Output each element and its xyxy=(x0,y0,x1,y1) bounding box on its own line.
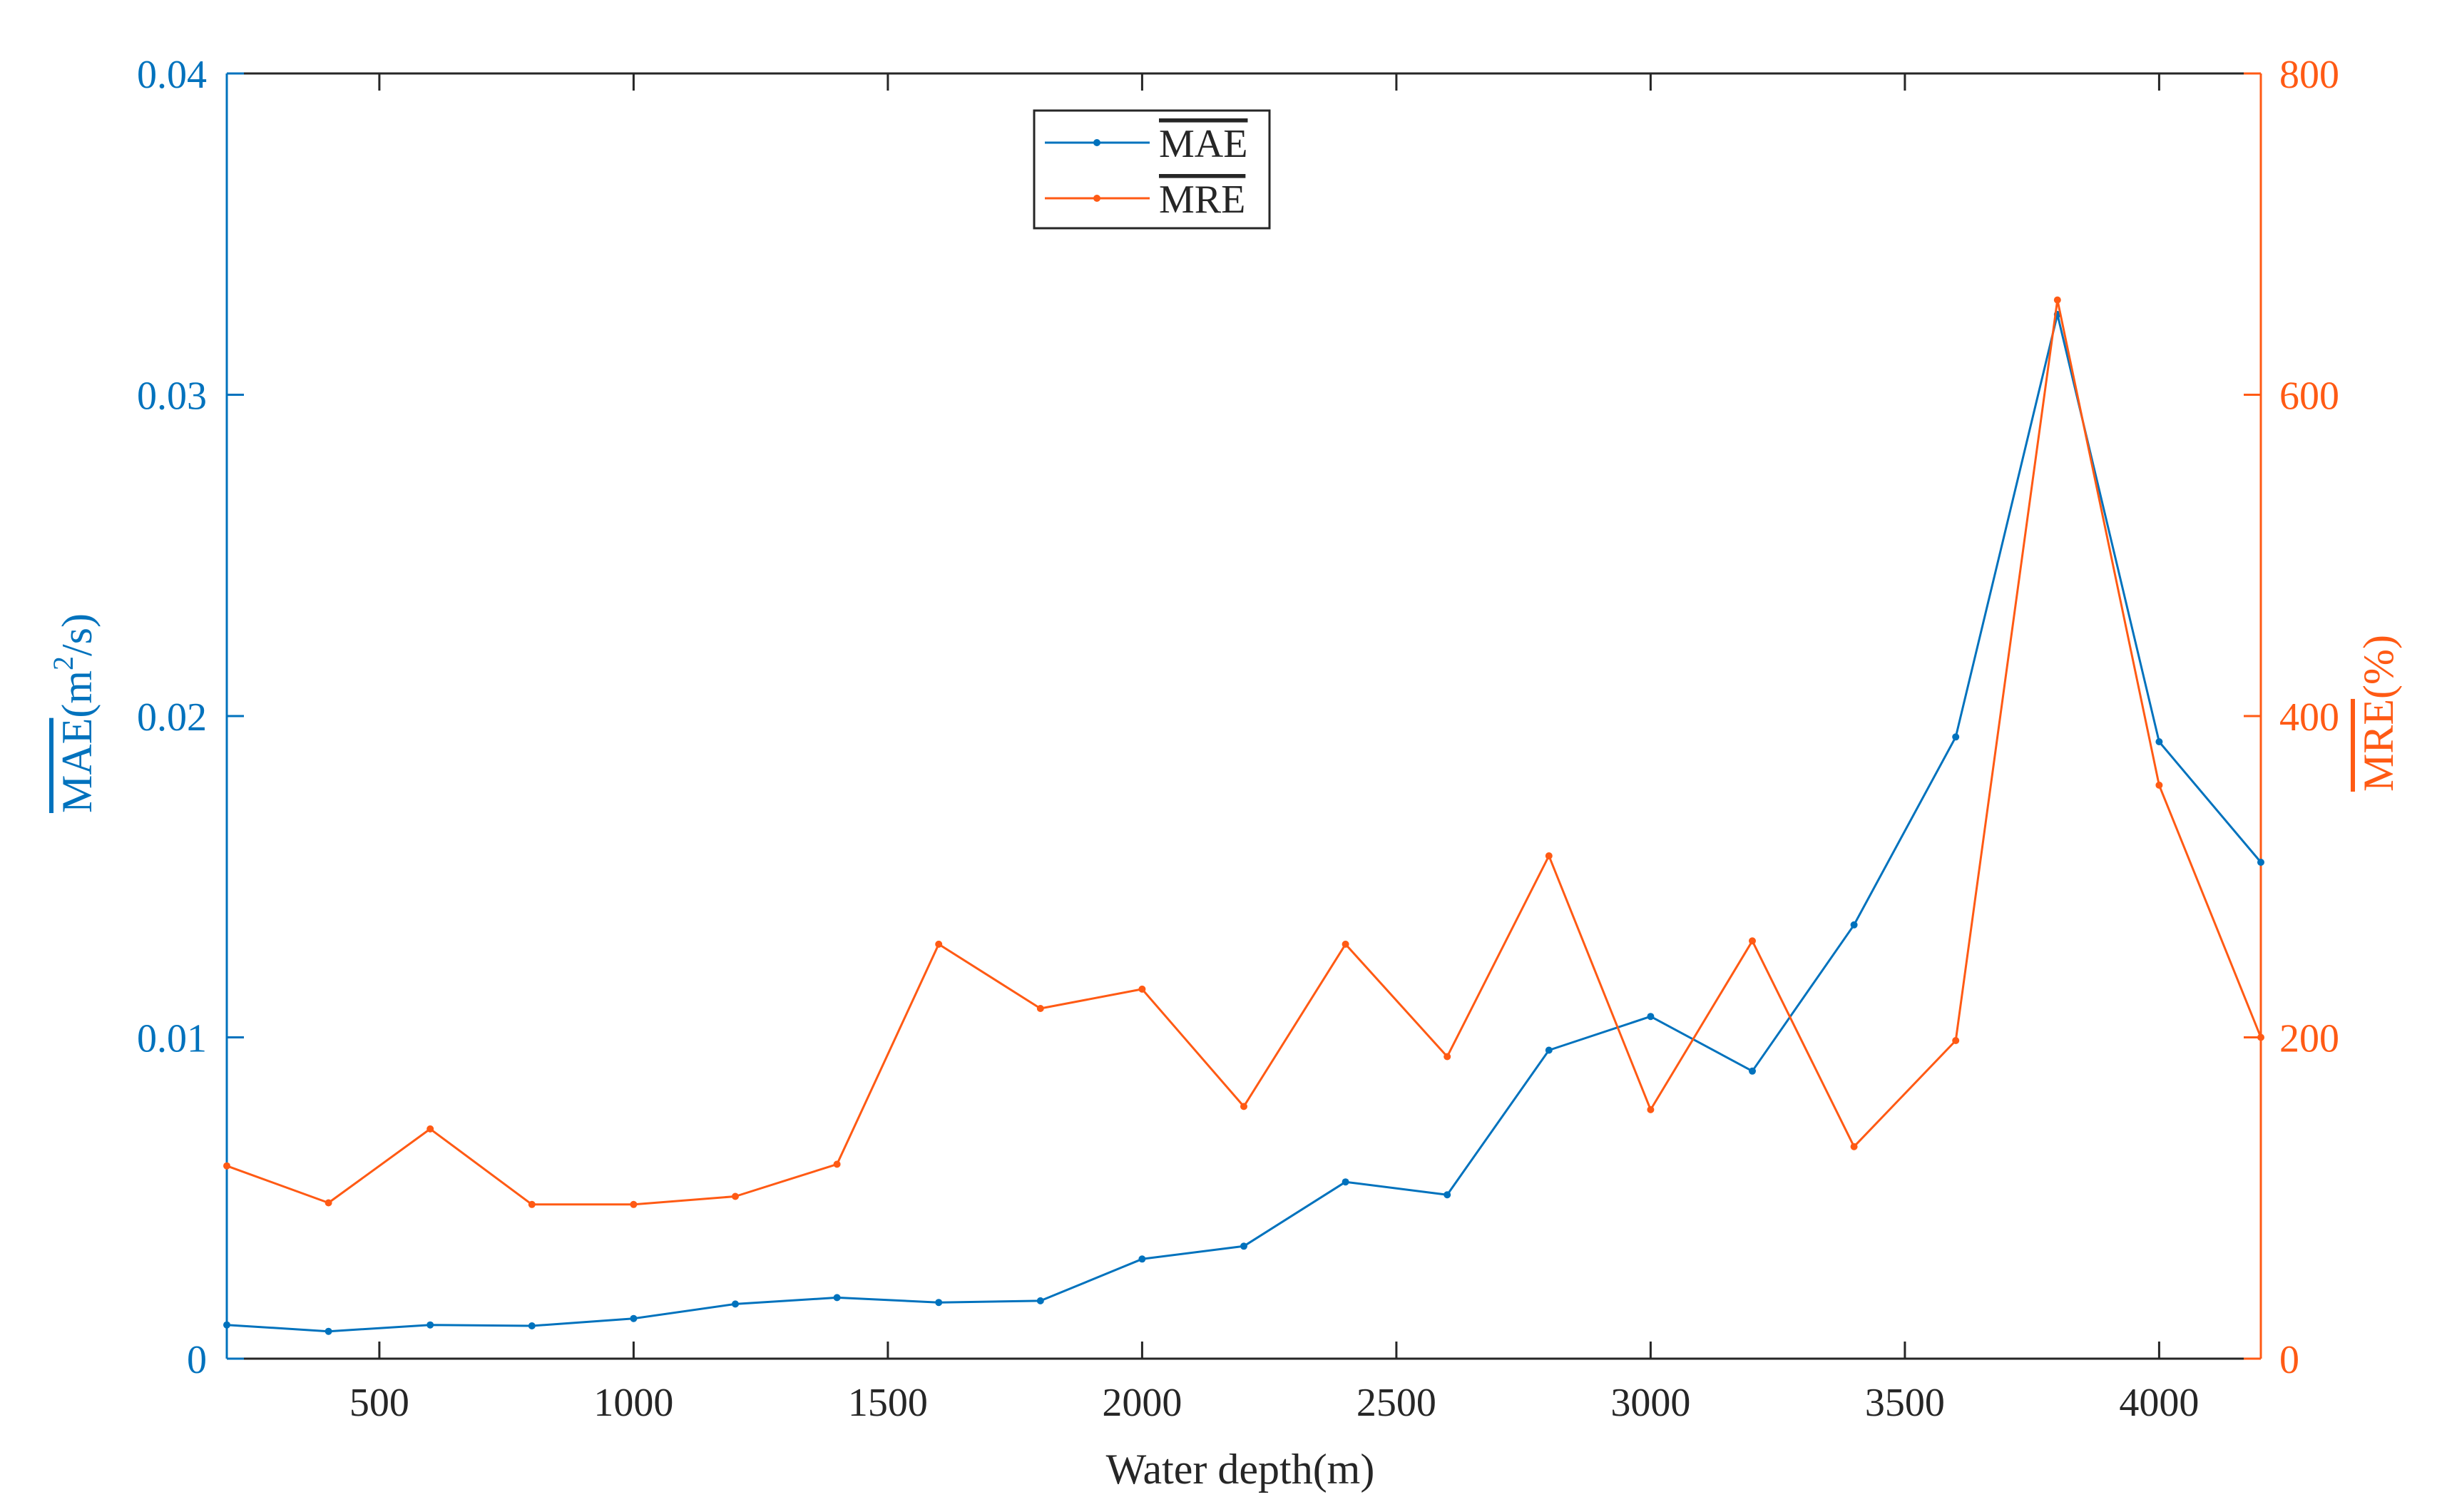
series-point-mae xyxy=(1138,1255,1146,1263)
series-point-mae xyxy=(1850,921,1858,929)
y-left-axis-label: MAE(m2/s) xyxy=(47,613,101,813)
y-left-label-unit-suffix: /s) xyxy=(53,613,101,656)
series-point-mae xyxy=(833,1294,841,1302)
x-tick-label: 2500 xyxy=(1357,1381,1436,1425)
ticks-layer: 500 1000 1500 2000 2500 3000 3500 400000.010.02… xyxy=(137,53,2339,1425)
x-tick-label: 500 xyxy=(349,1381,409,1425)
series-point-mre xyxy=(1138,985,1146,993)
y-right-label-main: MRE xyxy=(2355,699,2402,792)
y-left-tick-label: 0.01 xyxy=(137,1017,207,1061)
series-point-mae xyxy=(2155,738,2163,745)
series-point-mre xyxy=(2155,781,2163,789)
legend-label-mae: MAE xyxy=(1159,122,1247,166)
y-right-tick-label: 600 xyxy=(2279,374,2339,419)
series-point-mae xyxy=(935,1299,943,1307)
y-left-tick-label: 0 xyxy=(187,1338,207,1382)
series-point-mre xyxy=(1850,1143,1858,1150)
legend-marker-mre xyxy=(1093,195,1100,202)
series-layer xyxy=(223,296,2264,1335)
series-point-mre xyxy=(528,1200,536,1208)
series-point-mre xyxy=(630,1200,638,1208)
series-point-mae xyxy=(223,1321,230,1329)
legend-box xyxy=(1033,109,1271,230)
x-tick-label: 3000 xyxy=(1610,1381,1690,1425)
series-point-mae xyxy=(1444,1191,1451,1199)
y-right-tick-label: 200 xyxy=(2279,1017,2339,1061)
series-point-mae xyxy=(1749,1067,1756,1075)
series-point-mae xyxy=(1036,1297,1044,1304)
x-tick-label: 4000 xyxy=(2119,1381,2199,1425)
y-left-tick-label: 0.03 xyxy=(137,374,207,419)
legend: MAE MRE xyxy=(1033,109,1271,230)
series-point-mae xyxy=(1952,733,1960,741)
series-point-mae xyxy=(528,1322,536,1329)
y-left-tick-label: 0.02 xyxy=(137,695,207,740)
y-right-tick-label: 400 xyxy=(2279,695,2339,740)
legend-label-mre: MRE xyxy=(1159,178,1245,222)
x-axis-label: Water depth(m) xyxy=(1106,1446,1375,1493)
series-point-mre xyxy=(935,940,943,948)
series-point-mae xyxy=(426,1321,434,1329)
series-point-mae xyxy=(732,1300,739,1308)
y-right-tick-label: 0 xyxy=(2279,1338,2299,1382)
series-point-mae xyxy=(1240,1242,1247,1250)
series-point-mre xyxy=(833,1160,841,1168)
x-tick-label: 2000 xyxy=(1102,1381,1182,1425)
y-right-axis-label: MRE(%) xyxy=(2355,635,2402,792)
series-point-mre xyxy=(2053,296,2061,304)
series-point-mae xyxy=(325,1327,332,1335)
series-point-mre xyxy=(223,1162,230,1170)
y-right-label-unit: (%) xyxy=(2355,635,2402,699)
series-point-mre xyxy=(1444,1053,1451,1061)
series-point-mre xyxy=(1952,1037,1960,1044)
legend-marker-mae xyxy=(1093,139,1100,146)
series-point-mre xyxy=(1036,1005,1044,1012)
series-point-mre xyxy=(1342,940,1349,948)
series-point-mae xyxy=(630,1314,638,1322)
series-point-mre xyxy=(426,1125,434,1133)
series-point-mae xyxy=(1647,1013,1655,1021)
series-point-mre xyxy=(325,1199,332,1207)
x-tick-label: 1000 xyxy=(593,1381,673,1425)
series-point-mre xyxy=(1647,1105,1655,1113)
series-point-mae xyxy=(2257,859,2264,866)
svg-text:MRE(%): MRE(%) xyxy=(2355,635,2402,792)
series-point-mre xyxy=(1545,852,1553,859)
series-point-mae xyxy=(1545,1046,1553,1054)
series-point-mre xyxy=(1749,937,1756,945)
y-left-label-main: MAE xyxy=(53,718,101,813)
svg-text:MAE(m2/s): MAE(m2/s) xyxy=(47,613,101,813)
y-left-tick-label: 0.04 xyxy=(137,53,207,97)
series-point-mae xyxy=(1342,1178,1349,1186)
y-right-tick-label: 800 xyxy=(2279,53,2339,97)
series-point-mre xyxy=(1240,1103,1247,1110)
x-tick-label: 3500 xyxy=(1865,1381,1945,1425)
y-left-label-sup: 2 xyxy=(47,656,79,670)
series-point-mre xyxy=(732,1192,739,1200)
x-tick-label: 1500 xyxy=(848,1381,928,1425)
y-left-label-unit-prefix: (m xyxy=(53,670,101,718)
